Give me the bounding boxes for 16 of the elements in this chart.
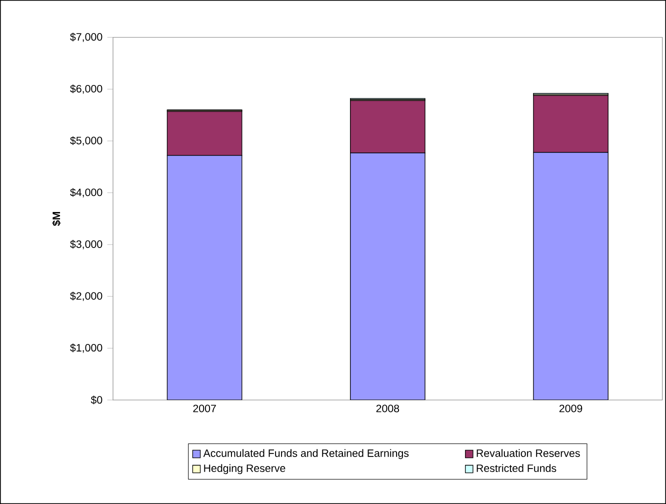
- y-tick-label: $4,000: [70, 188, 102, 198]
- y-tick-label: $3,000: [70, 240, 102, 250]
- y-tick-label: $1,000: [70, 344, 102, 353]
- y-tick-label: $0: [90, 396, 102, 404]
- y-tick-label: $7,000: [70, 32, 102, 42]
- legend-label: Restricted Funds: [476, 464, 556, 472]
- x-tick-label: 2009: [559, 404, 582, 412]
- y-tick-label: $6,000: [70, 84, 102, 94]
- y-tick-label: $5,000: [70, 136, 102, 146]
- y-axis-title: $M: [52, 212, 61, 226]
- y-tick-label: $2,000: [70, 292, 102, 302]
- x-tick-label: 2008: [376, 404, 400, 412]
- legend-label: Accumulated Funds and Retained Earnings: [203, 449, 409, 460]
- legend-label: Hedging Reserve: [204, 464, 286, 474]
- x-tick-label: 2007: [193, 404, 216, 412]
- legend-label: Revaluation Reserves: [476, 449, 580, 457]
